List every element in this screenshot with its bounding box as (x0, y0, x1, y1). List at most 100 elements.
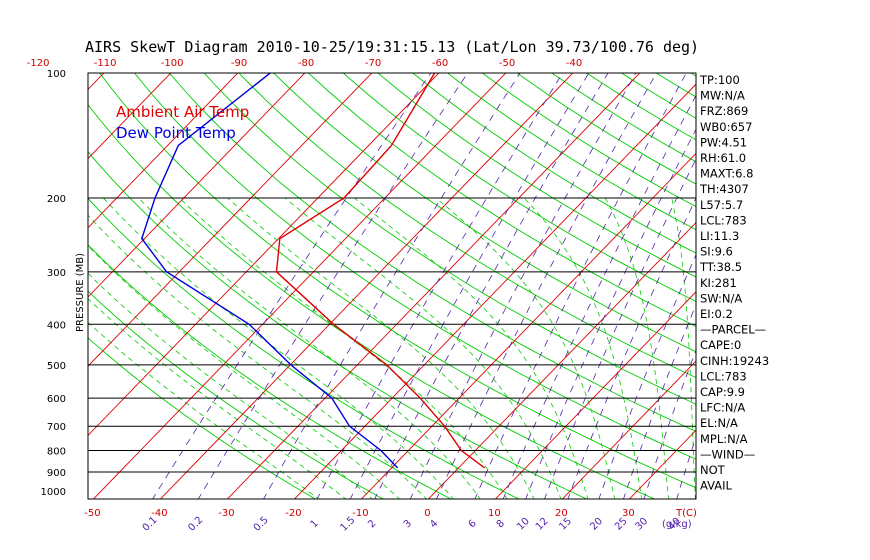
sounding-index-label: TP:100 (699, 73, 740, 87)
isobars (88, 197, 696, 473)
sounding-series (141, 73, 486, 469)
dry-adiabat-line (272, 73, 696, 353)
top-temp-tick-label: -100 (161, 58, 184, 69)
sounding-index-label: LCL:783 (700, 369, 747, 383)
ambient-air-temp-line (275, 73, 486, 469)
dry-adiabat-line (238, 73, 696, 379)
moist-adiabat-line (354, 197, 589, 499)
sounding-index-label: CAP:9.9 (700, 385, 745, 399)
dry-adiabat-line (862, 72, 870, 500)
mixing-ratio-line (502, 94, 696, 499)
bottom-temp-tick-label: -50 (84, 508, 100, 519)
sounding-index-label: CAPE:0 (700, 338, 741, 352)
sounding-index-label: RH:61.0 (700, 151, 746, 165)
dry-adiabat-line (412, 73, 696, 254)
isotherms (0, 72, 870, 500)
mixing-ratio-tick-label: 6 (467, 518, 479, 530)
bottom-temp-tick-label: 0 (424, 508, 430, 519)
moist-adiabat-line (138, 197, 481, 499)
pressure-ticks: 100 200 300 400 500 600 700 800 900 1000 (41, 69, 66, 498)
sounding-index-label: L57:5.7 (700, 198, 743, 212)
moist-adiabats (88, 197, 696, 499)
pressure-tick-label: 700 (47, 422, 66, 433)
sounding-index-label: LCL:783 (700, 213, 747, 227)
top-temp-tick-label: -50 (499, 58, 515, 69)
moist-adiabat-line (103, 197, 454, 499)
pressure-tick-label: 200 (47, 194, 66, 205)
dry-adiabat-line (99, 73, 696, 489)
moist-adiabat-line (671, 197, 696, 499)
bottom-temp-tick-label: 30 (622, 508, 635, 519)
isotherm-line (88, 73, 239, 229)
dry-adiabat-line (793, 72, 870, 500)
isotherm-line (427, 221, 696, 499)
dry-adiabat-line (168, 73, 696, 432)
mixing-ratio-line (436, 73, 657, 499)
isotherm-line (762, 72, 870, 500)
isotherm-line (561, 360, 696, 499)
dry-adiabat-line (342, 73, 696, 302)
pressure-tick-label: 300 (47, 268, 66, 279)
dry-adiabat-line (828, 72, 870, 500)
dew-point-temp-line (141, 73, 399, 469)
mixing-ratio-line (525, 128, 696, 499)
mixing-ratio-line (197, 73, 469, 499)
isotherm-line (829, 72, 870, 500)
sounding-index-label: WB0:657 (700, 120, 752, 134)
isotherm-line (88, 73, 373, 367)
moist-adiabat-line (179, 197, 508, 499)
sounding-index-label: NOT (700, 463, 726, 477)
temp-unit-label: T(C) (675, 508, 697, 519)
mixing-ratio-tick-label: 8 (495, 518, 507, 530)
dry-adiabat-line (88, 151, 588, 499)
sounding-index-label: CINH:19243 (700, 354, 769, 368)
moist-adiabat-line (284, 197, 562, 499)
plot-area (0, 72, 870, 500)
dry-adiabat-line (88, 337, 317, 499)
isotherm-line (360, 152, 696, 499)
pressure-tick-label: 100 (47, 69, 66, 80)
mixing-ratio-line (676, 435, 696, 499)
top-temp-tick-label: -40 (566, 58, 582, 69)
sounding-index-label: EI:0.2 (700, 307, 733, 321)
sounding-index-label: LFC:N/A (700, 401, 745, 415)
sounding-index-label: LI:11.3 (700, 229, 739, 243)
bottom-temp-tick-label: 20 (555, 508, 568, 519)
mixing-ratio-line (543, 158, 696, 499)
mixing-ratio-unit-label: (g/kg) (662, 519, 692, 530)
top-temp-tick-label: -60 (432, 58, 448, 69)
pressure-tick-label: 400 (47, 320, 66, 331)
moist-adiabat-line (88, 272, 374, 499)
sounding-index-label: SW:N/A (700, 291, 742, 305)
isotherm-line (88, 73, 172, 160)
mixing-ratio-line (263, 73, 521, 499)
sounding-index-label: EL:N/A (700, 416, 738, 430)
mixing-ratio-tick-label: 2 (366, 518, 378, 530)
mixing-ratio-line (643, 349, 696, 499)
top-temp-tick-label: -70 (365, 58, 381, 69)
sounding-index-label: MAXT:6.8 (700, 167, 753, 181)
mixing-ratio-line (623, 303, 696, 499)
sounding-index-label: FRZ:869 (700, 104, 748, 118)
isotherm-line (88, 73, 440, 437)
isotherm-line (226, 73, 641, 499)
sounding-index-label: AVAIL (700, 479, 733, 493)
isotherm-line (494, 291, 696, 499)
moist-adiabat-line (523, 197, 643, 499)
mixing-ratio-tick-label: 4 (428, 518, 440, 530)
dry-adiabat-line (758, 72, 870, 500)
bottom-temp-tick-label: -30 (218, 508, 234, 519)
isotherm-line (159, 73, 574, 499)
dry-adiabat-line (481, 73, 696, 208)
mixing-ratio-line (349, 73, 590, 499)
mixing-ratio-tick-label: 0.2 (186, 515, 205, 534)
isotherm-line (0, 72, 38, 500)
mixing-ratio-line (598, 253, 696, 499)
bottom-temp-ticks: -50 -40 -30 -20 -10 0 10 20 30 (84, 508, 635, 519)
sounding-index-label: TT:38.5 (699, 260, 742, 274)
dry-adiabat-line (307, 73, 696, 327)
plot-frame (87, 72, 697, 500)
mixing-ratio-tick-label: 3 (402, 518, 414, 530)
